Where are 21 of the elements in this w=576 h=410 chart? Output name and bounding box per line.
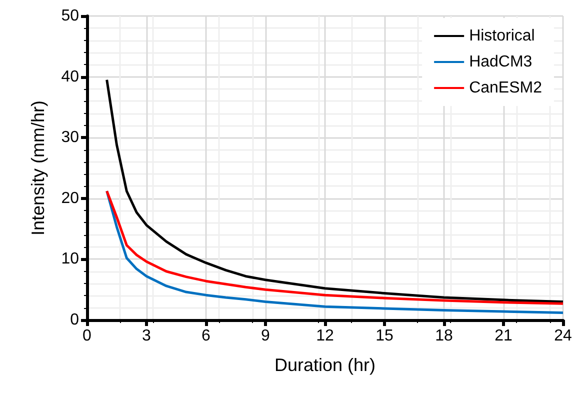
y-tick-label: 10 — [61, 250, 80, 268]
legend-label: CanESM2 — [469, 80, 542, 96]
y-tick-label: 50 — [61, 8, 80, 24]
x-tick-label: 24 — [554, 328, 572, 344]
line-series — [106, 78, 564, 304]
x-tick-label: 15 — [376, 328, 394, 344]
y-tick-label: 20 — [61, 190, 80, 207]
x-tick-label: 6 — [202, 328, 211, 344]
y-tick-label: 0 — [70, 312, 80, 328]
legend-label: Historical — [469, 28, 535, 44]
x-tick-label: 21 — [494, 328, 512, 344]
x-axis-title: Duration (hr) — [274, 355, 376, 375]
x-tick-label: 0 — [82, 328, 92, 344]
x-tick-label: 3 — [142, 328, 152, 344]
y-axis-title: Intensity (mm/hr) — [28, 100, 48, 236]
x-tick-label: 12 — [316, 328, 334, 344]
y-tick-label: 40 — [61, 68, 80, 86]
legend-label: HadCM3 — [469, 54, 532, 70]
x-tick-label: 9 — [261, 328, 270, 344]
y-tick-label: 30 — [61, 129, 80, 146]
x-tick-label: 18 — [435, 328, 453, 344]
